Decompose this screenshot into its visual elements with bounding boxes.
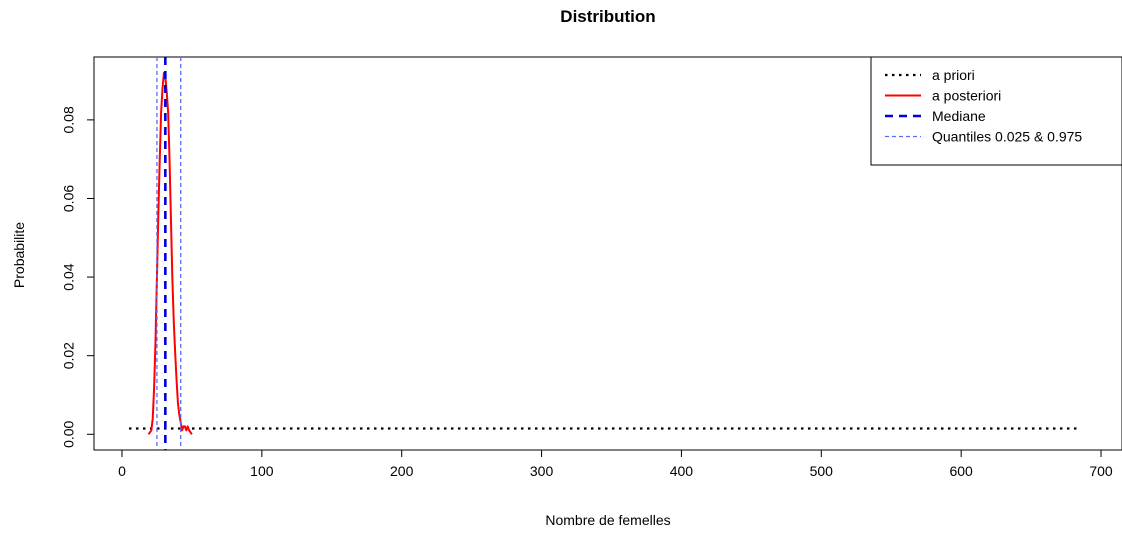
y-tick-label: 0.08 (61, 106, 77, 133)
y-axis: 0.00 0.02 0.04 0.06 0.08 (61, 106, 95, 448)
legend-label: Mediane (932, 108, 986, 124)
x-tick-label: 600 (949, 463, 973, 479)
chart-title: Distribution (560, 7, 655, 26)
y-axis-title: Probabilite (11, 222, 27, 288)
x-tick-label: 100 (250, 463, 274, 479)
y-tick-label: 0.04 (61, 263, 77, 290)
legend-label: a posteriori (932, 88, 1001, 104)
x-tick-label: 500 (810, 463, 834, 479)
legend: a priori a posteriori Mediane Quantiles 0.0… (870, 56, 1122, 166)
legend-label: Quantiles 0.025 & 0.975 (932, 129, 1082, 145)
x-tick-label: 0 (118, 463, 126, 479)
x-tick-label: 200 (390, 463, 414, 479)
x-axis-title: Nombre de femelles (545, 512, 670, 528)
y-tick-label: 0.02 (61, 342, 77, 369)
x-tick-label: 400 (670, 463, 694, 479)
legend-label: a priori (932, 67, 975, 83)
x-tick-label: 700 (1089, 463, 1113, 479)
x-tick-label: 300 (530, 463, 554, 479)
x-axis: 0 100 200 300 400 500 600 700 (118, 449, 1113, 479)
y-tick-label: 0.00 (61, 420, 77, 447)
y-tick-label: 0.06 (61, 185, 77, 212)
legend-box (870, 56, 1122, 166)
series-a-posteriori (147, 71, 193, 435)
plot-lines (128, 57, 1081, 450)
